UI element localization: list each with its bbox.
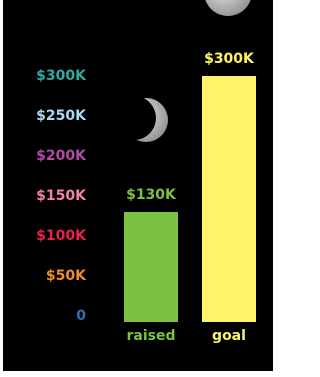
- y-tick-label: $300K: [36, 68, 87, 84]
- chart: 0 $50K $100K $150K $200K $250K $300K $130K raise…: [0, 0, 279, 377]
- value-label: $300K: [204, 51, 255, 67]
- x-tick-label: raised: [127, 328, 176, 344]
- y-tick-label: $100K: [36, 228, 87, 244]
- crescent-moon: [112, 96, 168, 142]
- y-tick-label: $50K: [46, 268, 87, 284]
- y-tick-label: $250K: [36, 108, 87, 124]
- x-tick-label: goal: [212, 328, 246, 344]
- bar: [124, 212, 178, 322]
- bar: [202, 76, 256, 322]
- y-tick-label: $150K: [36, 188, 87, 204]
- y-tick-label: $200K: [36, 148, 87, 164]
- y-tick-label: 0: [76, 308, 86, 324]
- value-label: $130K: [126, 187, 177, 203]
- moon-shadow: [112, 96, 156, 140]
